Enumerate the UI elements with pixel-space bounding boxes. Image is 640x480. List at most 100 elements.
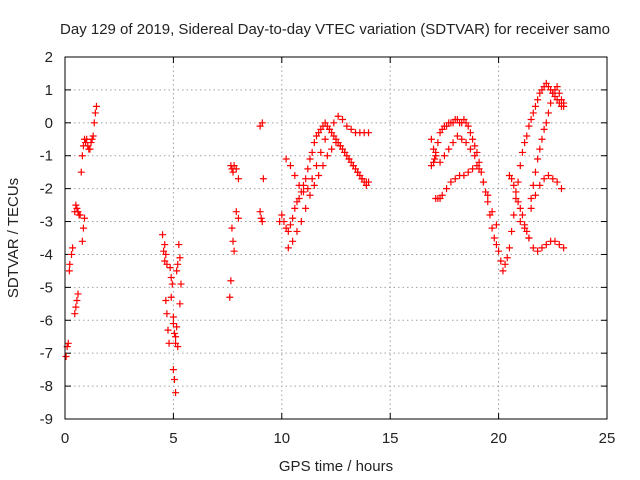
data-point bbox=[226, 293, 234, 301]
data-point bbox=[168, 280, 176, 288]
data-point bbox=[531, 168, 539, 176]
data-point bbox=[466, 145, 474, 153]
data-point bbox=[538, 135, 546, 143]
chart-title: Day 129 of 2019, Sidereal Day-to-day VTE… bbox=[60, 21, 610, 38]
data-point bbox=[293, 227, 301, 235]
data-point bbox=[284, 227, 292, 235]
data-point bbox=[499, 267, 507, 275]
data-point bbox=[234, 214, 242, 222]
data-point bbox=[555, 241, 563, 249]
data-point bbox=[542, 241, 550, 249]
data-point bbox=[432, 152, 440, 160]
data-point bbox=[354, 168, 362, 176]
data-point bbox=[167, 273, 175, 281]
data-point bbox=[527, 195, 535, 203]
data-point bbox=[64, 339, 72, 347]
data-point bbox=[323, 152, 331, 160]
data-point bbox=[341, 148, 349, 156]
data-point bbox=[431, 155, 439, 163]
data-point bbox=[336, 142, 344, 150]
data-point bbox=[317, 148, 325, 156]
data-point bbox=[534, 155, 542, 163]
data-point bbox=[295, 181, 303, 189]
data-point bbox=[308, 148, 316, 156]
data-point bbox=[230, 247, 238, 255]
data-point bbox=[278, 211, 286, 219]
data-point bbox=[445, 145, 453, 153]
y-tick-label: 0 bbox=[45, 115, 53, 132]
data-point bbox=[365, 129, 373, 137]
data-point bbox=[163, 260, 171, 268]
data-point bbox=[78, 237, 86, 245]
data-point bbox=[332, 139, 340, 147]
data-point bbox=[258, 119, 266, 127]
y-tick-label: -2 bbox=[40, 181, 53, 198]
data-point bbox=[343, 122, 351, 130]
data-point bbox=[458, 135, 466, 143]
data-point bbox=[291, 204, 299, 212]
data-point bbox=[538, 244, 546, 252]
data-point bbox=[471, 152, 479, 160]
data-point bbox=[280, 218, 288, 226]
data-point bbox=[170, 376, 178, 384]
data-point bbox=[173, 267, 181, 275]
data-point bbox=[430, 158, 438, 166]
data-point bbox=[66, 260, 74, 268]
data-point bbox=[479, 178, 487, 186]
data-point bbox=[86, 145, 94, 153]
data-point bbox=[72, 303, 80, 311]
data-point bbox=[525, 122, 533, 130]
data-point bbox=[289, 237, 297, 245]
data-point bbox=[286, 162, 294, 170]
data-point bbox=[460, 171, 468, 179]
data-point bbox=[162, 297, 170, 305]
x-axis-label: GPS time / hours bbox=[279, 458, 393, 475]
data-point bbox=[544, 171, 552, 179]
data-point bbox=[443, 185, 451, 193]
data-point bbox=[525, 234, 533, 242]
data-point bbox=[291, 171, 299, 179]
data-point bbox=[557, 185, 565, 193]
y-tick-label: -1 bbox=[40, 148, 53, 165]
data-point bbox=[462, 139, 470, 147]
data-point bbox=[74, 290, 82, 298]
data-point bbox=[172, 333, 180, 341]
data-point bbox=[529, 181, 537, 189]
data-point bbox=[453, 132, 461, 140]
data-point bbox=[229, 237, 237, 245]
data-point bbox=[540, 125, 548, 133]
data-point bbox=[523, 227, 531, 235]
data-point bbox=[92, 102, 100, 110]
data-point bbox=[362, 181, 370, 189]
data-point bbox=[232, 165, 240, 173]
data-point bbox=[547, 99, 555, 107]
data-point bbox=[328, 145, 336, 153]
data-point bbox=[65, 267, 73, 275]
data-point bbox=[299, 188, 307, 196]
data-point bbox=[510, 181, 518, 189]
data-point bbox=[71, 310, 79, 318]
x-tick-label: 0 bbox=[61, 430, 69, 447]
data-point bbox=[527, 204, 535, 212]
data-point bbox=[321, 135, 329, 143]
data-point bbox=[315, 171, 323, 179]
data-point bbox=[312, 162, 320, 170]
data-point bbox=[73, 297, 81, 305]
data-point bbox=[469, 165, 477, 173]
data-point bbox=[544, 109, 552, 117]
data-point bbox=[514, 178, 522, 186]
data-point bbox=[166, 264, 174, 272]
data-point bbox=[310, 139, 318, 147]
x-tick-label: 15 bbox=[382, 430, 399, 447]
data-point bbox=[170, 329, 178, 337]
data-point bbox=[304, 185, 312, 193]
data-point bbox=[466, 129, 474, 137]
data-point bbox=[560, 244, 568, 252]
data-point bbox=[87, 139, 95, 147]
data-point bbox=[330, 119, 338, 127]
data-point bbox=[495, 247, 503, 255]
y-tick-label: -9 bbox=[40, 411, 53, 428]
data-point bbox=[229, 168, 237, 176]
data-point bbox=[555, 89, 563, 97]
